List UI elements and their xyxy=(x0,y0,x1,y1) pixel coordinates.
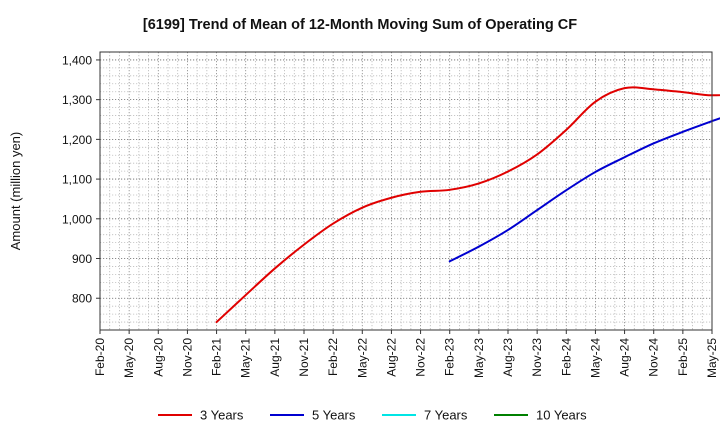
y-tick-label: 1,200 xyxy=(62,133,92,147)
tick-layer: 800 900 1,000 1,100 1,200 1,300 1,400 Feb-20 May… xyxy=(62,53,719,378)
grid-layer xyxy=(99,51,713,331)
x-tick-label: May-21 xyxy=(239,338,253,378)
chart-title: [6199] Trend of Mean of 12-Month Moving … xyxy=(143,17,577,33)
x-tick-label: Feb-23 xyxy=(443,338,457,376)
x-tick-label: Feb-21 xyxy=(210,338,224,376)
y-tick-label: 900 xyxy=(72,252,92,266)
x-tick-label: May-22 xyxy=(355,338,369,378)
y-tick-label: 1,400 xyxy=(62,53,92,67)
x-tick-label: Feb-24 xyxy=(559,338,573,376)
legend-label-10-years: 10 Years xyxy=(536,408,587,423)
x-tick-label: May-23 xyxy=(472,338,486,378)
plot-frame xyxy=(99,51,713,331)
x-tick-label: Feb-20 xyxy=(93,338,107,376)
series-line-3-years xyxy=(215,86,720,324)
x-tick-label: Feb-25 xyxy=(676,338,690,376)
x-tick-label: Aug-20 xyxy=(151,338,165,377)
x-tick-label: Nov-21 xyxy=(297,338,311,377)
x-tick-label: Nov-23 xyxy=(530,338,544,377)
x-tick-label: May-20 xyxy=(122,338,136,378)
y-tick-label: 1,000 xyxy=(62,212,92,226)
x-tick-label: Nov-20 xyxy=(180,338,194,377)
series-layer xyxy=(215,86,720,324)
y-axis-label: Amount (million yen) xyxy=(8,132,23,251)
x-tick-label: Aug-21 xyxy=(268,338,282,377)
x-tick-label: Aug-23 xyxy=(501,338,515,377)
x-tick-label: Aug-22 xyxy=(384,338,398,377)
x-tick-label: Nov-22 xyxy=(414,338,428,377)
x-tick-label: May-25 xyxy=(705,338,719,378)
legend: 3 Years 5 Years 7 Years 10 Years xyxy=(158,408,587,423)
y-tick-label: 1,100 xyxy=(62,173,92,187)
legend-label-7-years: 7 Years xyxy=(424,408,468,423)
x-tick-label: Nov-24 xyxy=(647,338,661,377)
legend-label-3-years: 3 Years xyxy=(200,408,244,423)
y-tick-label: 800 xyxy=(72,292,92,306)
x-tick-label: Aug-24 xyxy=(618,338,632,377)
series-line-5-years xyxy=(448,117,720,263)
x-tick-label: Feb-22 xyxy=(326,338,340,376)
legend-label-5-years: 5 Years xyxy=(312,408,356,423)
y-tick-label: 1,300 xyxy=(62,93,92,107)
x-tick-label: May-24 xyxy=(588,338,602,378)
